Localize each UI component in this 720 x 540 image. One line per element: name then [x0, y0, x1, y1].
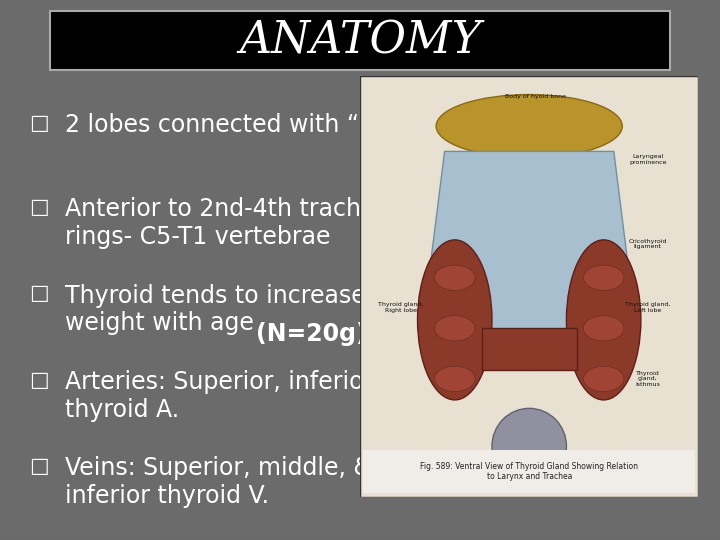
Ellipse shape: [583, 366, 624, 391]
FancyBboxPatch shape: [364, 450, 695, 492]
Text: Laryngeal
prominence: Laryngeal prominence: [629, 154, 667, 165]
Ellipse shape: [434, 265, 475, 291]
Ellipse shape: [583, 265, 624, 291]
FancyBboxPatch shape: [360, 76, 698, 497]
Ellipse shape: [418, 240, 492, 400]
Text: Fig. 589: Ventral View of Thyroid Gland Showing Relation
to Larynx and Trachea: Fig. 589: Ventral View of Thyroid Gland …: [420, 462, 638, 481]
Text: □: □: [29, 197, 48, 217]
Text: □: □: [29, 456, 48, 476]
Text: Arteries: Superior, inferior
thyroid A.: Arteries: Superior, inferior thyroid A.: [65, 370, 373, 422]
Text: Body of hyoid bone: Body of hyoid bone: [505, 94, 567, 99]
Text: Thyroid
gland,
isthmus: Thyroid gland, isthmus: [635, 370, 660, 387]
Text: □: □: [29, 284, 48, 303]
Ellipse shape: [434, 366, 475, 391]
Text: Veins: Superior, middle, &
inferior thyroid V.: Veins: Superior, middle, & inferior thyr…: [65, 456, 372, 508]
Polygon shape: [428, 151, 631, 370]
Ellipse shape: [436, 94, 622, 158]
Text: ANATOMY: ANATOMY: [239, 19, 481, 62]
Text: Thyroid gland,
Right lobe: Thyroid gland, Right lobe: [378, 302, 423, 313]
Bar: [482, 328, 577, 370]
FancyBboxPatch shape: [50, 11, 670, 70]
Ellipse shape: [567, 240, 641, 400]
Text: □: □: [29, 370, 48, 390]
Text: Anterior to 2nd-4th tracheal
rings- C5-T1 vertebrae: Anterior to 2nd-4th tracheal rings- C5-T…: [65, 197, 396, 249]
Ellipse shape: [583, 316, 624, 341]
Text: Thyroid gland,
Left lobe: Thyroid gland, Left lobe: [625, 302, 670, 313]
Text: Cricothyroid
ligament: Cricothyroid ligament: [629, 239, 667, 249]
Ellipse shape: [434, 316, 475, 341]
Ellipse shape: [492, 408, 567, 484]
Text: Thyroid tends to increase
weight with age: Thyroid tends to increase weight with ag…: [65, 284, 366, 335]
Text: 2 lobes connected with “isthmus”: 2 lobes connected with “isthmus”: [65, 113, 465, 137]
Text: (N=20g): (N=20g): [256, 322, 366, 346]
Text: □: □: [29, 113, 48, 133]
